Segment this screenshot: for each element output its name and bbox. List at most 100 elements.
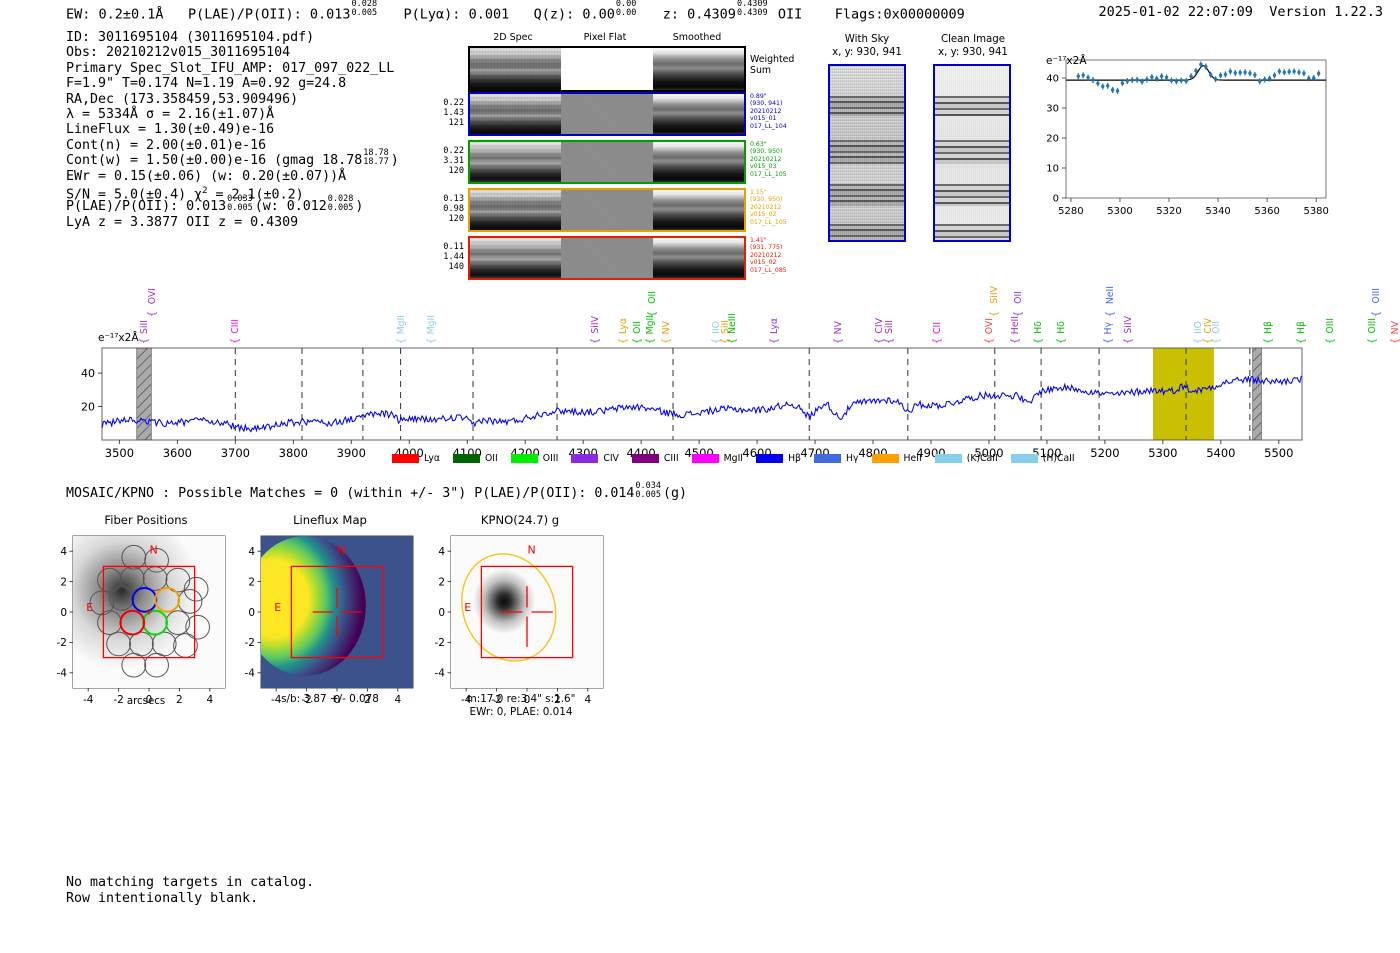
legend-label: Hβ xyxy=(788,453,801,464)
svg-text:3600: 3600 xyxy=(163,446,192,460)
with-sky-title: With Sky x, y: 930, 941 xyxy=(812,34,922,59)
fiber-4-val1: 0.11 xyxy=(443,242,464,252)
fiber-positions-title: Fiber Positions xyxy=(104,513,188,527)
timestamp-value: 2025-01-02 22:07:09 xyxy=(1098,4,1253,20)
fiber-1-meta-xy: (930, 941) xyxy=(750,100,783,108)
legend-item-oiii: OIII xyxy=(510,453,558,464)
legend-label: OII xyxy=(484,453,498,464)
legend-item-ly: Lyα xyxy=(392,453,440,464)
info-plae-w-lower: 0.005 xyxy=(327,203,354,214)
weighted-sum-pixelflat-image xyxy=(561,48,653,90)
gmag-errors: 18.78 18.77 xyxy=(363,149,389,170)
fiber-1-frame xyxy=(468,92,746,136)
fiber-row-1: 0.22 1.43 121 0.89" (930, 941) 20210212 … xyxy=(438,92,787,140)
legend-label: (K)CaII xyxy=(966,453,998,464)
svg-text:5400: 5400 xyxy=(1206,446,1235,460)
svg-text:2: 2 xyxy=(248,576,255,588)
svg-text:5300: 5300 xyxy=(1107,206,1132,217)
plae-error-upper: 0.028 xyxy=(351,0,378,9)
line-label-oii: OII xyxy=(1211,321,1223,334)
legend-swatch-icon xyxy=(392,454,419,463)
svg-text:2: 2 xyxy=(364,694,371,706)
svg-text:2: 2 xyxy=(554,694,561,706)
legend-item-ciii: CIII xyxy=(631,453,679,464)
fiber-positions-plot: -4 -4 -2 -2 0 0 2 2 4 4 N E xyxy=(57,535,226,706)
fiber-1-meta-dist: 0.89" xyxy=(750,93,767,100)
weighted-sum-smoothed-image xyxy=(653,48,744,90)
info-row-lineflux: LineFlux = 1.30(±0.49)e-16 xyxy=(66,122,275,138)
mosaic-text: MOSAIC/KPNO : Possible Matches = 0 (with… xyxy=(66,486,635,501)
full-spectrum-flux-unit: e⁻¹⁷x2Å xyxy=(98,332,139,344)
svg-text:5280: 5280 xyxy=(1058,206,1083,217)
info-row-cont-n: Cont(n) = 2.00(±0.01)e-16 xyxy=(66,137,267,153)
svg-text:3700: 3700 xyxy=(221,446,250,460)
svg-text:4: 4 xyxy=(584,694,591,706)
weighted-sum-label-line2: Sum xyxy=(750,65,772,76)
legend-swatch-icon xyxy=(814,454,841,463)
legend-item-heii: HeII xyxy=(871,453,922,464)
kpno-title: KPNO(24.7) g xyxy=(480,513,560,527)
fiber-3-val3: 120 xyxy=(448,214,464,224)
svg-text:-2: -2 xyxy=(245,637,255,649)
info-plae-w-upper: 0.028 xyxy=(327,194,354,205)
fiber-4-meta-amp: 017_LL_085 xyxy=(750,266,787,274)
fiber-4-meta: 1.41" (931, 775) 20210212 v015_02 017_LL… xyxy=(750,237,787,274)
svg-text:30: 30 xyxy=(1046,104,1059,115)
fiber-3-meta-amp: 017_LL_105 xyxy=(750,218,787,226)
svg-text:5320: 5320 xyxy=(1156,206,1181,217)
svg-text:2: 2 xyxy=(438,576,445,588)
weighted-sum-label: Weighted Sum xyxy=(750,54,794,76)
fiber-2-val3: 120 xyxy=(448,166,464,176)
fiber-4-meta-obs: v015_02 xyxy=(750,259,777,267)
fiber-1-smoothed-image xyxy=(653,94,744,134)
zoom-plot-flux-unit: e⁻¹⁷x2Å xyxy=(1046,55,1087,67)
line-label-h: Hβ xyxy=(1263,321,1275,334)
fiber-4-pixelflat-image xyxy=(561,238,653,278)
info-plae-errors: 0.033 0.005 xyxy=(227,195,253,216)
fiber-4-val3: 140 xyxy=(448,262,464,272)
svg-text:0: 0 xyxy=(1053,194,1059,205)
info-row-radec: RA,Dec (173.358459,53.909496) xyxy=(66,91,299,107)
info-row-obs: Obs: 20210212v015_3011695104 xyxy=(66,45,291,61)
fiber-3-val1: 0.13 xyxy=(443,194,464,204)
fiber-4-2dspec-image xyxy=(470,238,561,278)
with-sky-image xyxy=(828,64,906,242)
svg-text:N: N xyxy=(149,543,157,556)
line-label-oii: OII xyxy=(646,291,658,304)
line-label-oiii: OIII xyxy=(1366,318,1378,334)
fiber-3-meta-xy: (930, 950) xyxy=(750,196,783,204)
clean-image-title-line1: Clean Image xyxy=(940,34,1006,45)
mosaic-plae-errors: 0.034 0.005 xyxy=(635,482,661,503)
svg-text:-2: -2 xyxy=(435,637,445,649)
line-brace-icon: { xyxy=(1371,310,1383,317)
fiber-3-smoothed-image xyxy=(653,190,744,230)
legend-label: MgII xyxy=(723,453,744,464)
version-value: Version 1.22.3 xyxy=(1269,4,1383,20)
svg-text:3900: 3900 xyxy=(337,446,366,460)
svg-text:4: 4 xyxy=(60,546,67,558)
z-error-upper: 0.4309 xyxy=(736,0,768,9)
detection-info-block: ID: 3011695104 (3011695104.pdf) Obs: 202… xyxy=(66,30,399,230)
line-label-iio: IIO xyxy=(1192,321,1204,334)
line-label-h: Hβ xyxy=(1295,321,1307,334)
qz-value: 0.00 xyxy=(582,6,615,23)
line-label-ovi: OVI xyxy=(146,287,158,304)
legend-label: HeII xyxy=(903,453,922,464)
svg-text:E: E xyxy=(274,601,281,614)
gmag-upper: 18.78 xyxy=(363,148,389,159)
fiber-3-pixelflat-image xyxy=(561,190,653,230)
line-label-oiii: OIII xyxy=(1371,288,1383,304)
qz-errors: 0.00 0.00 xyxy=(616,0,636,21)
line-brace-icon: { xyxy=(146,310,158,317)
fiber-1-meta-amp: 017_LL_104 xyxy=(750,122,787,130)
svg-text:0: 0 xyxy=(438,607,445,619)
weighted-sum-row: Weighted Sum xyxy=(438,46,794,92)
info-row-wavelength: λ = 5334Å σ = 2.16(±1.07)Å xyxy=(66,106,275,122)
fiber-4-meta-xy: (931, 775) xyxy=(750,244,783,252)
line-label-siiv: SiIV xyxy=(988,286,1000,304)
fiber-2-frame xyxy=(468,140,746,184)
footer-line-2: Row intentionally blank. xyxy=(66,891,259,906)
legend-label: (H)CaII xyxy=(1042,453,1075,464)
legend-swatch-icon xyxy=(452,454,480,463)
line-label-ciii: CIII xyxy=(230,319,242,334)
